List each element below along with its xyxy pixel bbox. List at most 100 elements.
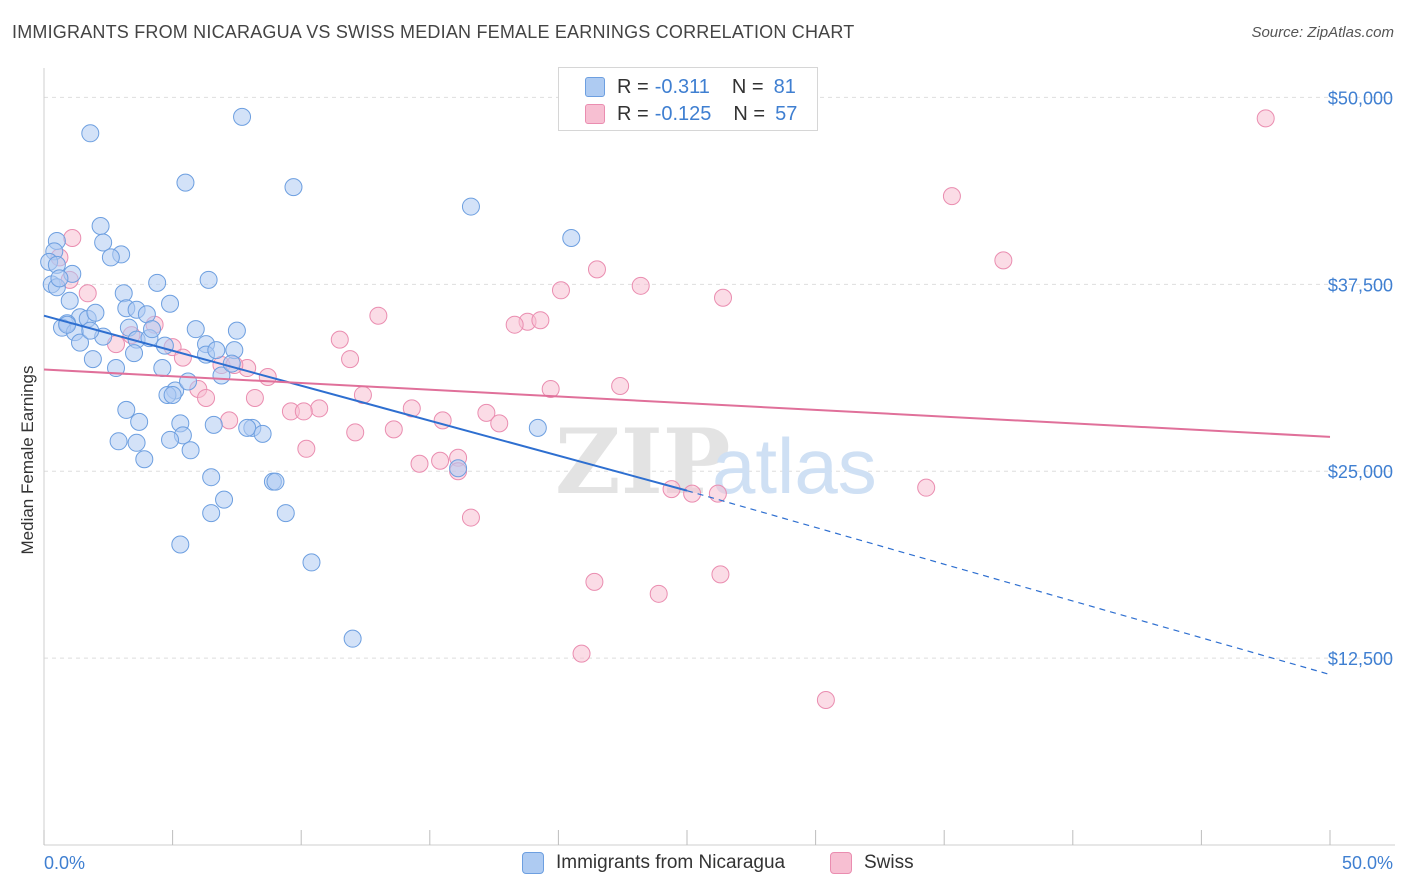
axes: [43, 68, 1395, 846]
data-point-nicaragua: [204, 415, 223, 434]
data-point-nicaragua: [215, 490, 234, 509]
data-point-nicaragua: [186, 320, 205, 339]
trend-line-nicaragua: [43, 314, 688, 492]
data-point-swiss: [683, 484, 702, 503]
data-point-nicaragua: [130, 412, 149, 431]
legend-item-swiss[interactable]: Swiss: [830, 852, 914, 874]
data-point-nicaragua: [176, 173, 195, 192]
data-point-nicaragua: [181, 441, 200, 460]
data-point-swiss: [541, 379, 560, 398]
data-point-nicaragua: [143, 320, 162, 339]
data-point-nicaragua: [202, 468, 221, 487]
data-point-swiss: [587, 260, 606, 279]
data-point-swiss: [297, 439, 316, 458]
data-point-nicaragua: [155, 336, 174, 355]
series-legend: Immigrants from Nicaragua Swiss: [0, 852, 1406, 878]
data-point-swiss: [78, 284, 97, 303]
data-point-nicaragua: [202, 504, 221, 523]
data-point-nicaragua: [343, 629, 362, 648]
data-point-nicaragua: [125, 344, 144, 363]
data-point-swiss: [708, 484, 727, 503]
n-label: N =: [733, 102, 766, 125]
n-value: 81: [773, 75, 796, 98]
swatch-swiss: [830, 852, 852, 874]
n-label: N =: [731, 75, 764, 98]
data-point-nicaragua: [135, 450, 154, 469]
data-point-nicaragua: [94, 233, 113, 252]
watermark: ZIP atlas: [555, 409, 877, 515]
data-point-swiss: [994, 251, 1013, 270]
data-point-swiss: [917, 478, 936, 497]
r-label: R =: [617, 102, 649, 125]
data-point-nicaragua: [153, 359, 172, 378]
data-point-swiss: [369, 306, 388, 325]
data-point-nicaragua: [109, 432, 128, 451]
swatch-swiss: [585, 104, 605, 124]
data-point-nicaragua: [91, 217, 110, 236]
data-point-swiss: [631, 276, 650, 295]
data-point-swiss: [551, 281, 570, 300]
trend-line-swiss: [43, 368, 1331, 438]
data-point-swiss: [505, 315, 524, 334]
data-point-swiss: [816, 690, 835, 709]
y-axis-label: Median Female Earnings: [18, 365, 37, 555]
data-point-nicaragua: [276, 504, 295, 523]
data-point-nicaragua: [148, 273, 167, 292]
y-tick-label: $12,500: [1328, 649, 1393, 669]
data-point-nicaragua: [137, 305, 156, 324]
swatch-nicaragua: [585, 77, 605, 97]
swatch-nicaragua: [522, 852, 544, 874]
data-point-nicaragua: [161, 294, 180, 313]
data-point-swiss: [330, 330, 349, 349]
data-point-nicaragua: [461, 197, 480, 216]
y-tick-label: $50,000: [1328, 88, 1393, 108]
r-value: -0.125: [654, 102, 712, 125]
data-point-swiss: [245, 388, 264, 407]
data-point-nicaragua: [222, 354, 241, 373]
watermark-atlas: atlas: [712, 422, 877, 510]
data-point-nicaragua: [266, 472, 285, 491]
data-point-nicaragua: [163, 385, 182, 404]
n-value: 57: [775, 102, 798, 125]
data-point-nicaragua: [179, 372, 198, 391]
data-point-swiss: [346, 423, 365, 442]
data-point-swiss: [649, 584, 668, 603]
data-point-nicaragua: [117, 400, 136, 419]
data-point-nicaragua: [227, 321, 246, 340]
legend-item-nicaragua[interactable]: Immigrants from Nicaragua: [522, 852, 785, 874]
data-point-nicaragua: [86, 303, 105, 322]
x-tick-label-right: 50.0%: [1342, 853, 1393, 873]
trend-lines: [43, 314, 1331, 676]
x-tick-labels: 0.0% 50.0%: [44, 853, 1393, 873]
data-point-nicaragua: [60, 291, 79, 310]
data-point-nicaragua: [101, 248, 120, 267]
data-point-swiss: [461, 508, 480, 527]
data-point-nicaragua: [161, 430, 180, 449]
data-point-swiss: [477, 403, 496, 422]
y-tick-label: $37,500: [1328, 275, 1393, 295]
data-point-swiss: [490, 414, 509, 433]
data-point-swiss: [220, 411, 239, 430]
data-point-swiss: [585, 572, 604, 591]
data-point-swiss: [611, 376, 630, 395]
data-point-nicaragua: [50, 269, 69, 288]
data-point-nicaragua: [284, 178, 303, 197]
data-point-nicaragua: [171, 535, 190, 554]
data-point-swiss: [341, 350, 360, 369]
data-point-swiss: [197, 388, 216, 407]
stats-legend: R = -0.311 N = 81 R = -0.125 N = 57: [558, 67, 818, 131]
data-point-nicaragua: [233, 107, 252, 126]
data-point-nicaragua: [302, 553, 321, 572]
data-point-nicaragua: [528, 418, 547, 437]
x-tick-label-left: 0.0%: [44, 853, 85, 873]
data-point-nicaragua: [127, 433, 146, 452]
data-point-swiss: [310, 399, 329, 418]
data-point-swiss: [431, 451, 450, 470]
data-point-nicaragua: [83, 350, 102, 369]
data-point-swiss: [572, 644, 591, 663]
trend-line-nicaragua-extension: [686, 490, 1331, 676]
series-nicaragua-points: [40, 107, 581, 648]
stats-row-swiss: R = -0.125 N = 57: [585, 100, 797, 128]
data-point-nicaragua: [207, 341, 226, 360]
